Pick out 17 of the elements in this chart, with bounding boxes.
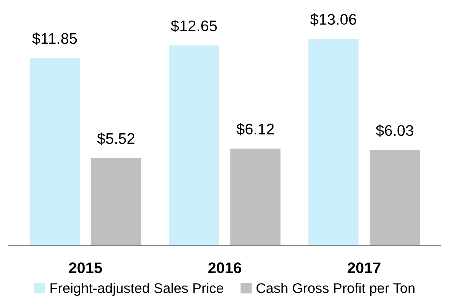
data-label: $5.52 <box>97 132 135 146</box>
data-label: $12.65 <box>171 20 218 32</box>
data-label: $6.03 <box>376 124 414 138</box>
data-label: $11.85 <box>32 32 78 46</box>
legend-label: Freight-adjusted Sales Price <box>50 283 224 296</box>
bar <box>230 148 281 246</box>
bar <box>30 58 80 246</box>
bar <box>169 46 220 246</box>
x-tick-label: 2016 <box>208 262 242 274</box>
bar <box>370 150 420 246</box>
bar <box>308 39 359 246</box>
x-tick-label: 2017 <box>348 262 381 274</box>
bar <box>91 158 142 246</box>
legend-label: Cash Gross Profit per Ton <box>256 283 415 296</box>
data-label: $13.06 <box>310 14 356 26</box>
x-tick-label: 2015 <box>69 262 102 274</box>
data-label: $6.12 <box>236 123 274 136</box>
